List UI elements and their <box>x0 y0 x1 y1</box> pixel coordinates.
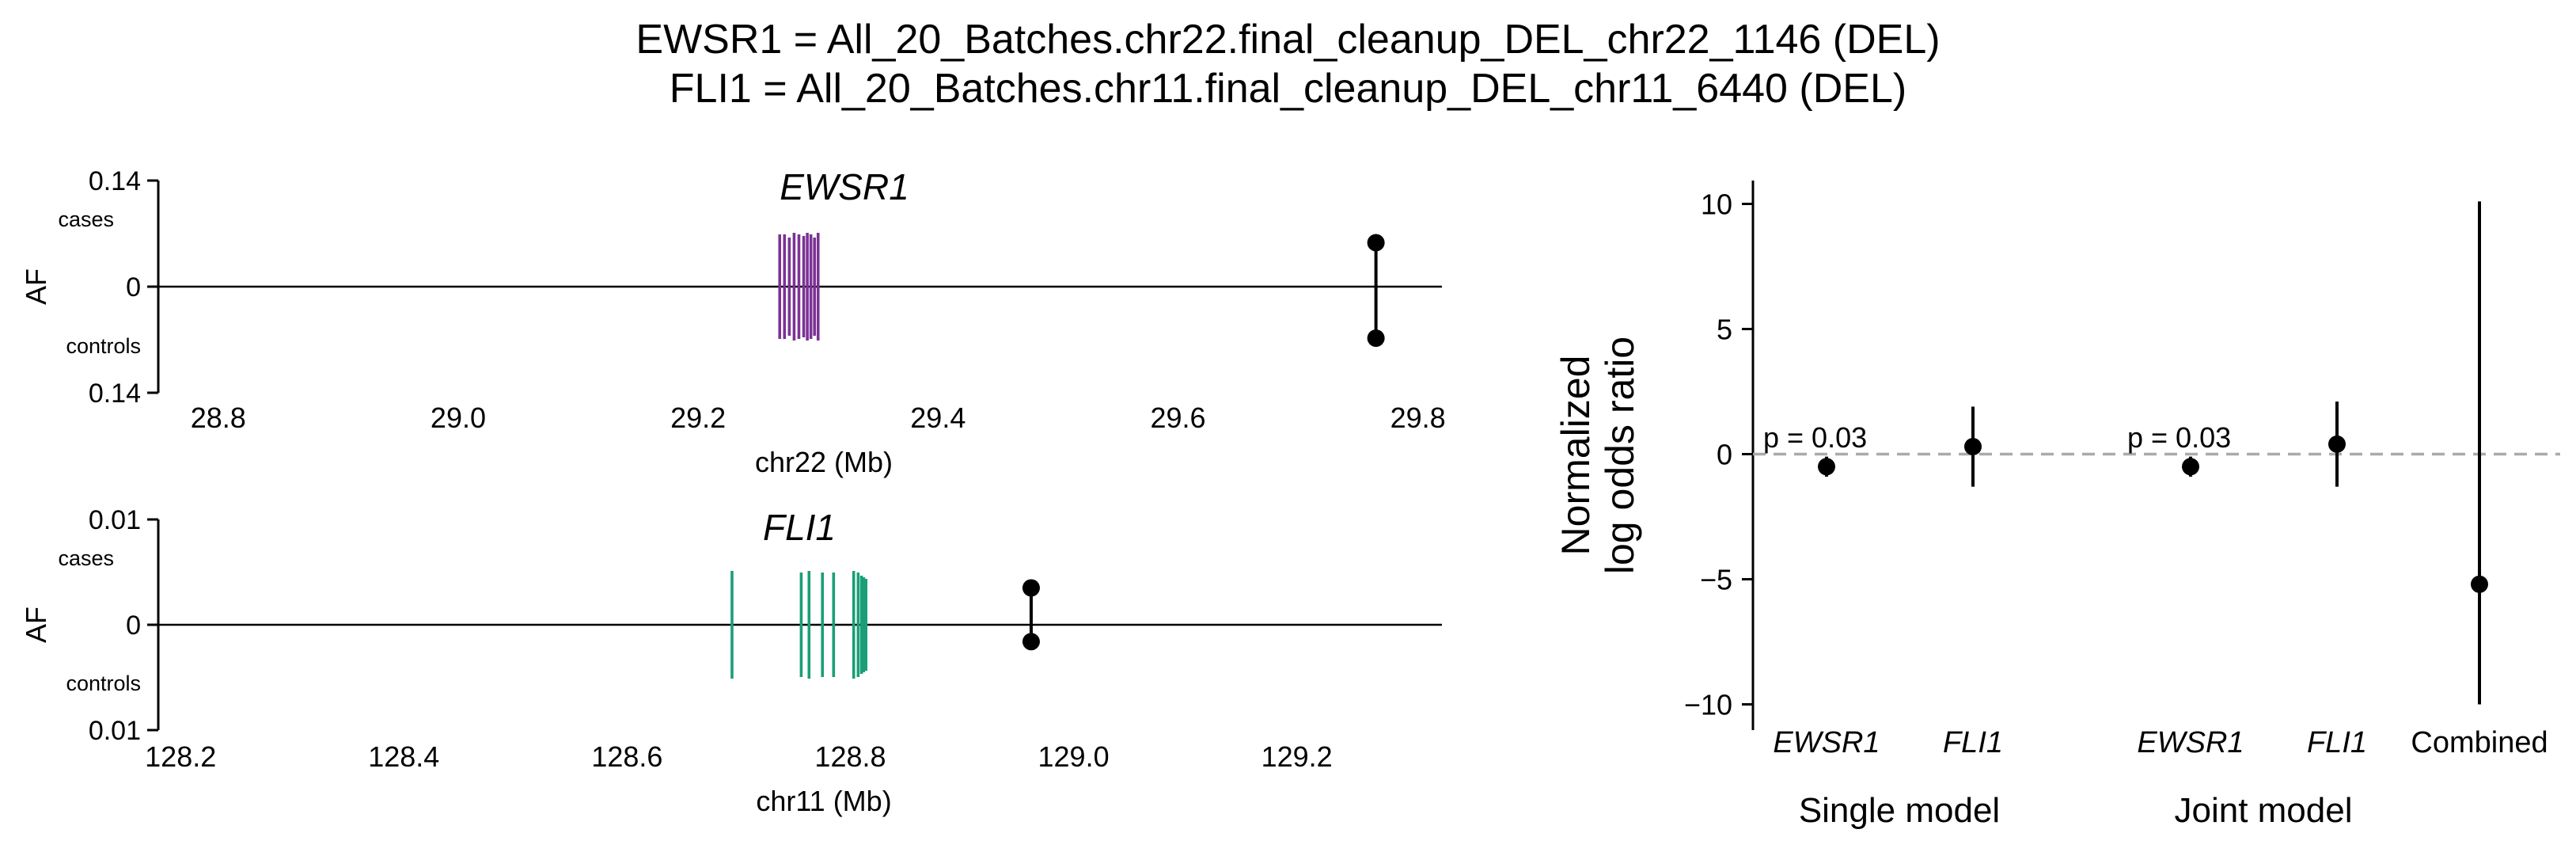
y-axis-label: AF <box>20 607 52 643</box>
estimate-point <box>2328 435 2346 453</box>
ewsr1-af-panel: 0.14 0 0.14 cases controls AF 28.8 29.0 29.2 29.4… <box>20 166 1446 478</box>
log-odds-panel: 10 5 0 −5 −10 Normalized log odds ratio EWSR1 p … <box>1554 181 2560 830</box>
estimate-point <box>2471 575 2488 593</box>
exon-mark <box>783 234 787 339</box>
x-tick-label: 128.4 <box>368 740 439 773</box>
y-tick-label: 0.14 <box>89 166 141 196</box>
exon-mark <box>859 576 863 674</box>
control-af-point <box>1022 633 1040 651</box>
exon-mark <box>730 571 734 679</box>
exon-mark <box>832 573 836 677</box>
figure-title-line-2: FLI1 = All_20_Batches.chr11.final_cleanu… <box>669 66 1907 112</box>
exon-mark <box>862 577 866 672</box>
x-tick-label: 29.2 <box>670 401 726 434</box>
gene-label: FLI1 <box>763 507 836 548</box>
group-label: Single model <box>1799 791 2000 830</box>
x-tick-label: FLI1 <box>1943 726 2003 759</box>
x-tick-label: 129.2 <box>1261 740 1333 773</box>
p-value-annotation: p = 0.03 <box>2127 421 2231 454</box>
y-axis-label: AF <box>20 268 52 305</box>
estimate-point <box>2182 458 2199 476</box>
y-axis-label-line-1: Normalized <box>1554 356 1598 556</box>
y-tick-label: 0.01 <box>89 716 141 746</box>
case-af-point <box>1022 579 1040 597</box>
y-tick-label: 5 <box>1717 314 1732 346</box>
x-tick-label: 129.0 <box>1038 740 1110 773</box>
x-tick-label: 128.2 <box>145 740 216 773</box>
exon-mark <box>792 233 796 340</box>
x-axis-label: chr22 (Mb) <box>755 446 893 478</box>
y-tick-label: 0 <box>126 272 141 302</box>
exon-mark <box>799 573 803 677</box>
y-tick-label: 0 <box>1717 439 1732 471</box>
controls-label: controls <box>66 671 141 695</box>
y-tick-label: −5 <box>1700 564 1732 596</box>
y-tick-label: 10 <box>1701 188 1732 221</box>
x-tick-label: 28.8 <box>191 401 246 434</box>
exon-mark <box>813 238 816 336</box>
exon-mark <box>821 573 825 677</box>
y-tick-label: 0.14 <box>89 379 141 409</box>
exon-mark <box>816 233 820 340</box>
case-af-point <box>1367 234 1385 252</box>
exon-mark <box>809 234 813 339</box>
y-axis-label-line-2: log odds ratio <box>1598 337 1642 574</box>
y-tick-label: 0.01 <box>89 505 141 535</box>
x-tick-label: 128.8 <box>814 740 886 773</box>
x-tick-label: 29.8 <box>1390 401 1446 434</box>
x-tick-label: EWSR1 <box>1773 726 1880 759</box>
p-value-annotation: p = 0.03 <box>1763 421 1867 454</box>
fli1-af-panel: 0.01 0 0.01 cases controls AF 128.2 128.4 128.6 1… <box>20 505 1442 817</box>
x-tick-label: FLI1 <box>2307 726 2367 759</box>
x-tick-label: 29.6 <box>1150 401 1205 434</box>
cases-label: cases <box>58 207 114 231</box>
exon-mark <box>802 236 806 337</box>
x-tick-label: Combined <box>2411 726 2548 759</box>
x-tick-label: 29.0 <box>431 401 486 434</box>
controls-label: controls <box>66 334 141 358</box>
x-tick-label: EWSR1 <box>2137 726 2244 759</box>
exon-mark <box>787 238 791 336</box>
exon-mark <box>797 234 801 339</box>
y-tick-label: 0 <box>126 611 141 641</box>
exon-mark <box>806 233 809 340</box>
group-label: Joint model <box>2174 791 2352 830</box>
cases-label: cases <box>58 546 114 570</box>
control-af-point <box>1367 329 1385 348</box>
exon-mark <box>807 571 811 679</box>
estimate-point <box>1818 458 1835 476</box>
y-tick-label: −10 <box>1684 689 1732 721</box>
x-tick-label: 29.4 <box>910 401 966 434</box>
exon-mark <box>864 579 868 671</box>
exon-mark <box>856 573 860 677</box>
gene-label: EWSR1 <box>780 166 909 207</box>
exon-mark <box>852 571 856 679</box>
x-tick-label: 128.6 <box>591 740 662 773</box>
x-axis-label: chr11 (Mb) <box>756 785 891 817</box>
exon-mark <box>778 234 782 339</box>
figure-title-line-1: EWSR1 = All_20_Batches.chr22.final_clean… <box>635 17 1941 63</box>
estimate-point <box>1964 438 1982 456</box>
